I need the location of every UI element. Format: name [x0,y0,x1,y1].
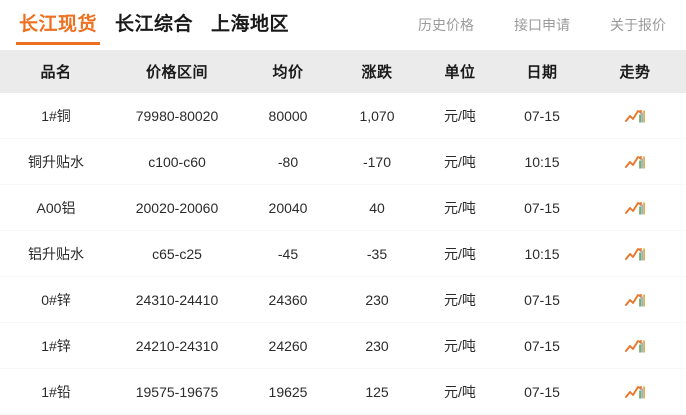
cell-avg-price: 24260 [242,322,334,369]
cell-avg-price: 20040 [242,184,334,231]
nav-link-api-application[interactable]: 接口申请 [514,17,570,33]
price-table: 品名 价格区间 均价 涨跌 单位 日期 走势 1#铜 79980-80020 800… [0,50,686,415]
cell-change: -35 [334,230,420,277]
cell-product: 铝升贴水 [0,230,112,277]
cell-unit: 元/吨 [420,276,500,323]
cell-date: 10:15 [500,138,584,185]
cell-avg-price: 19625 [242,368,334,415]
nav-tab-changjiang-spot[interactable]: 长江现货 [10,0,106,50]
trend-up-chart-icon [625,339,645,353]
cell-avg-price: 24360 [242,276,334,323]
trend-up-chart-icon [625,109,645,123]
cell-unit: 元/吨 [420,93,500,139]
cell-date: 07-15 [500,322,584,369]
trend-up-chart-icon [625,385,645,399]
cell-date: 07-15 [500,368,584,415]
cell-price-range: 20020-20060 [112,184,242,231]
cell-unit: 元/吨 [420,138,500,185]
table-row[interactable]: 1#锌 24210-24310 24260 230 元/吨 07-15 [0,322,686,369]
cell-avg-price: 80000 [242,93,334,139]
nav-link-history-price[interactable]: 历史价格 [418,17,474,33]
cell-trend[interactable] [584,230,686,277]
column-header-avg-price: 均价 [272,64,304,81]
cell-change: 230 [334,276,420,323]
column-header-price-range: 价格区间 [145,64,208,81]
table-row[interactable]: 1#铜 79980-80020 80000 1,070 元/吨 07-15 [0,93,686,139]
nav-tab-changjiang-composite[interactable]: 长江综合 [115,14,194,35]
cell-unit: 元/吨 [420,368,500,415]
table-row[interactable]: A00铝 20020-20060 20040 40 元/吨 07-15 [0,184,686,231]
cell-price-range: 79980-80020 [112,93,242,139]
cell-price-range: c65-c25 [112,230,242,277]
cell-trend[interactable] [584,276,686,323]
cell-date: 07-15 [500,184,584,231]
trend-up-chart-icon [625,293,645,307]
trend-up-chart-icon [625,201,645,215]
cell-price-range: 24310-24410 [112,276,242,323]
cell-price-range: 19575-19675 [112,368,242,415]
cell-unit: 元/吨 [420,184,500,231]
nav-link-about-quote[interactable]: 关于报价 [610,17,666,33]
cell-change: -170 [334,138,420,185]
cell-change: 1,070 [334,93,420,139]
nav-tab-shanghai-region[interactable]: 上海地区 [211,14,290,35]
cell-trend[interactable] [584,93,686,139]
table-row[interactable]: 铜升贴水 c100-c60 -80 -170 元/吨 10:15 [0,138,686,185]
cell-trend[interactable] [584,322,686,369]
cell-change: 230 [334,322,420,369]
nav-link-group: 历史价格 接口申请 关于报价 [398,0,686,50]
cell-product: 铜升贴水 [0,138,112,185]
cell-change: 125 [334,368,420,415]
column-header-product: 品名 [40,64,72,81]
column-header-trend: 走势 [619,64,651,81]
cell-date: 07-15 [500,276,584,323]
table-header-row: 品名 价格区间 均价 涨跌 单位 日期 走势 [0,50,686,93]
cell-trend[interactable] [584,368,686,415]
column-header-date: 日期 [526,64,558,81]
top-navigation-bar: 长江现货 长江综合 上海地区 历史价格 接口申请 关于报价 [0,0,686,50]
cell-unit: 元/吨 [420,322,500,369]
cell-product: A00铝 [0,184,112,231]
cell-product: 1#锌 [0,322,112,369]
column-header-unit: 单位 [444,64,476,81]
cell-date: 10:15 [500,230,584,277]
cell-unit: 元/吨 [420,230,500,277]
cell-price-range: 24210-24310 [112,322,242,369]
trend-up-chart-icon [625,155,645,169]
cell-product: 1#铜 [0,93,112,139]
cell-change: 40 [334,184,420,231]
cell-avg-price: -80 [242,138,334,185]
cell-trend[interactable] [584,138,686,185]
nav-tab-group: 长江现货 长江综合 上海地区 [0,0,298,50]
column-header-change: 涨跌 [361,64,393,81]
table-row[interactable]: 0#锌 24310-24410 24360 230 元/吨 07-15 [0,276,686,323]
table-row[interactable]: 1#铅 19575-19675 19625 125 元/吨 07-15 [0,368,686,415]
cell-date: 07-15 [500,93,584,139]
table-row[interactable]: 铝升贴水 c65-c25 -45 -35 元/吨 10:15 [0,230,686,277]
cell-price-range: c100-c60 [112,138,242,185]
cell-trend[interactable] [584,184,686,231]
cell-avg-price: -45 [242,230,334,277]
trend-up-chart-icon [625,247,645,261]
cell-product: 1#铅 [0,368,112,415]
cell-product: 0#锌 [0,276,112,323]
table-body: 1#铜 79980-80020 80000 1,070 元/吨 07-15 铜升贴水 c100… [0,93,686,415]
